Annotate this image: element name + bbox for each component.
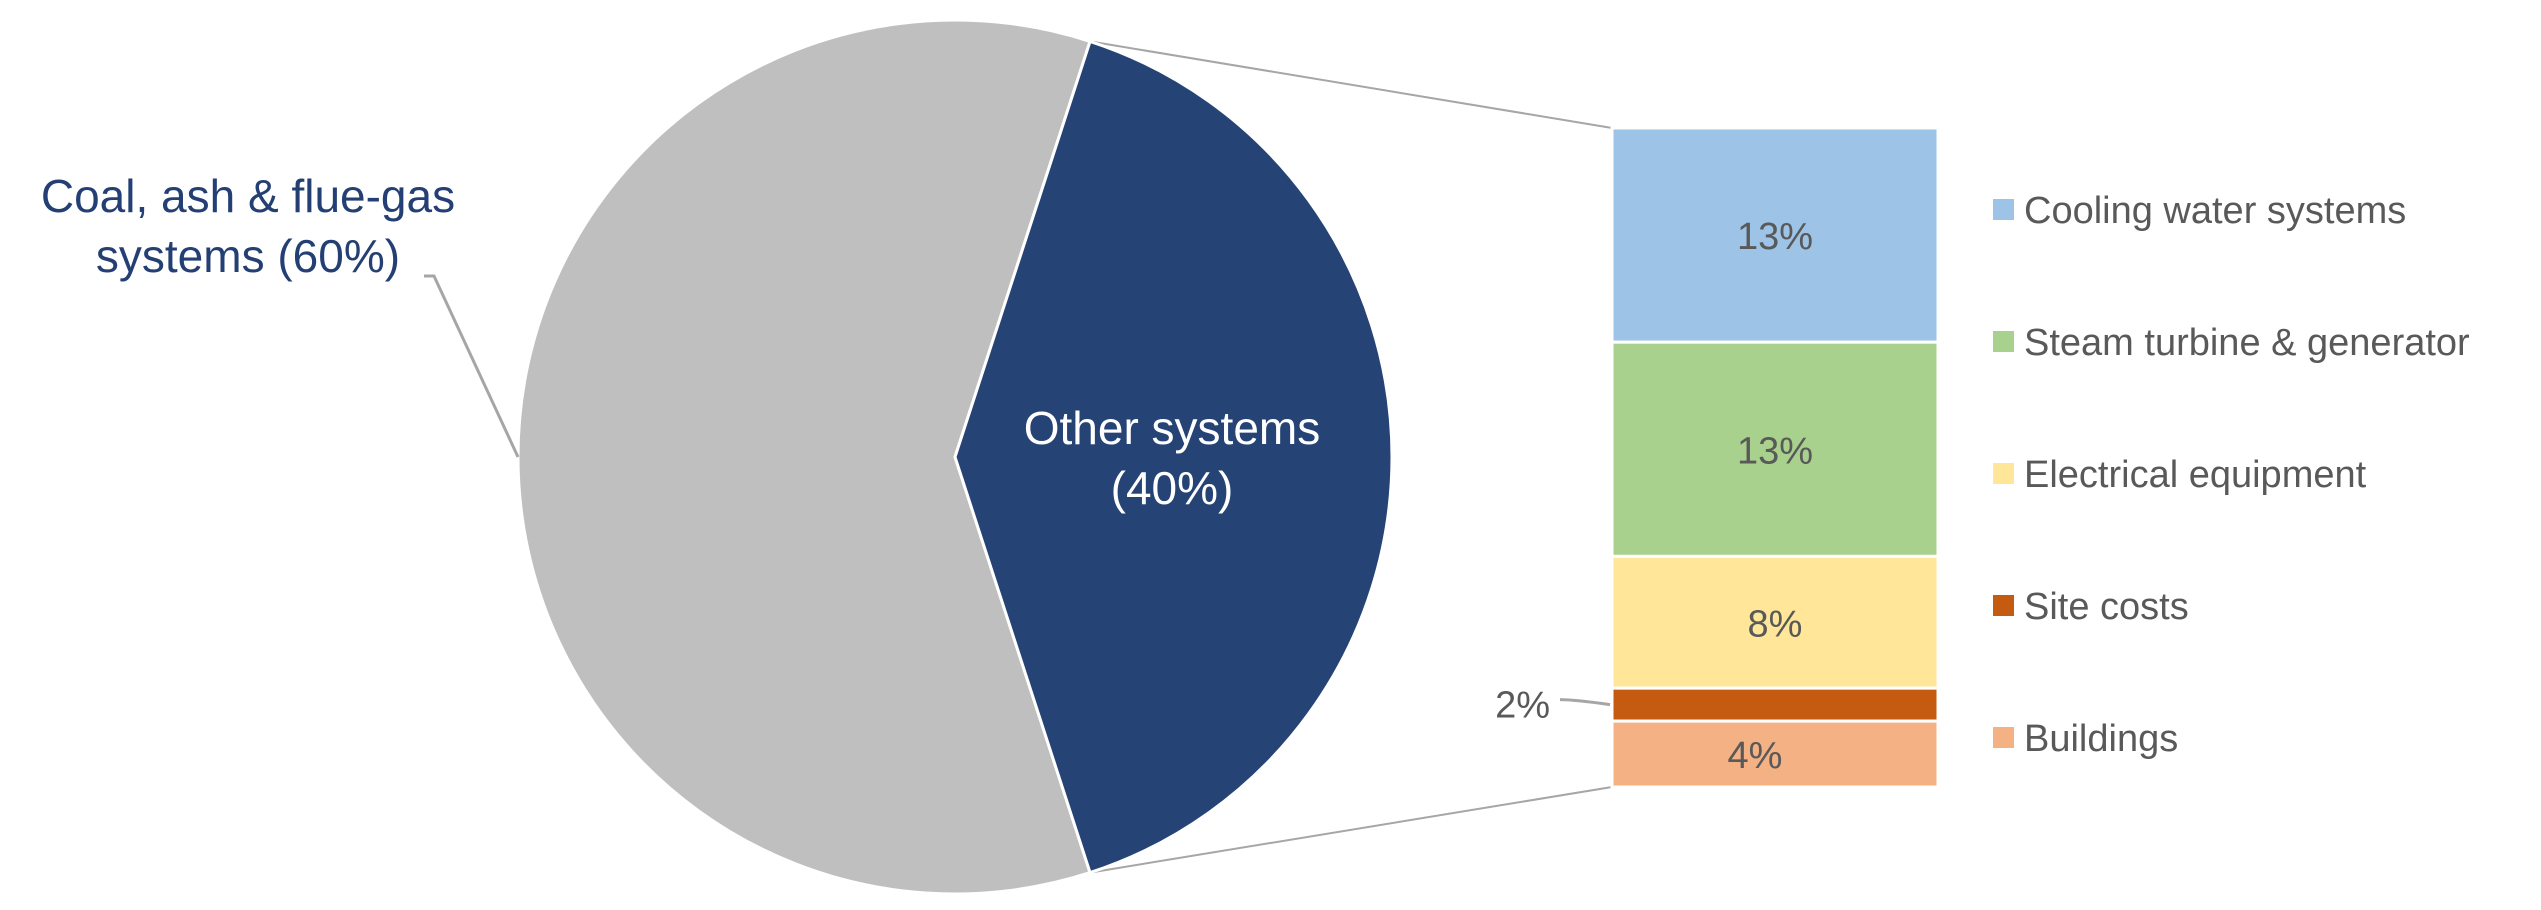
legend-swatch <box>1993 595 2014 616</box>
legend-entry: Electrical equipment <box>2024 454 2367 496</box>
legend-swatch <box>1993 199 2014 220</box>
legend-entry: Buildings <box>2024 718 2178 760</box>
connector-top <box>1089 40 1613 129</box>
pie-slice-other-systems <box>953 39 1394 875</box>
connector-lines <box>1089 40 1613 874</box>
connector-bottom <box>1089 786 1613 874</box>
pie: Other systems (40%) Coal, ash & flue-gas sy… <box>41 18 1394 896</box>
leader-line-site-costs <box>1559 698 1611 707</box>
pie-label-coal-ash-flue-gas: Coal, ash & flue-gas systems (60%) <box>41 170 455 282</box>
stacked-bar: 13% 13% 8% 2% 4% <box>1495 126 1940 789</box>
bar-segment-buildings <box>1610 719 1940 789</box>
bar-data-label: 8% <box>1748 603 1803 645</box>
legend-swatch <box>1993 463 2014 484</box>
legend-entry: Steam turbine & generator <box>2024 322 2470 364</box>
bar-segment-site-costs <box>1610 686 1940 723</box>
legend-swatch <box>1993 727 2014 748</box>
legend-swatch <box>1993 331 2014 352</box>
bar-data-label: 13% <box>1737 430 1813 472</box>
legend-entry: Site costs <box>2024 586 2189 628</box>
bar-data-label: 4% <box>1728 735 1783 777</box>
leader-line-coal <box>424 274 520 458</box>
bar-data-label: 13% <box>1737 216 1813 258</box>
pie-slice-coal-ash-flue-gas <box>516 18 1092 896</box>
legend-entry: Cooling water systems <box>2024 190 2406 232</box>
bar-data-label: 2% <box>1495 685 1550 727</box>
legend: Cooling water systems Steam turbine & gen… <box>1993 190 2470 760</box>
pie-label-other-systems: Other systems (40%) <box>1024 402 1321 514</box>
